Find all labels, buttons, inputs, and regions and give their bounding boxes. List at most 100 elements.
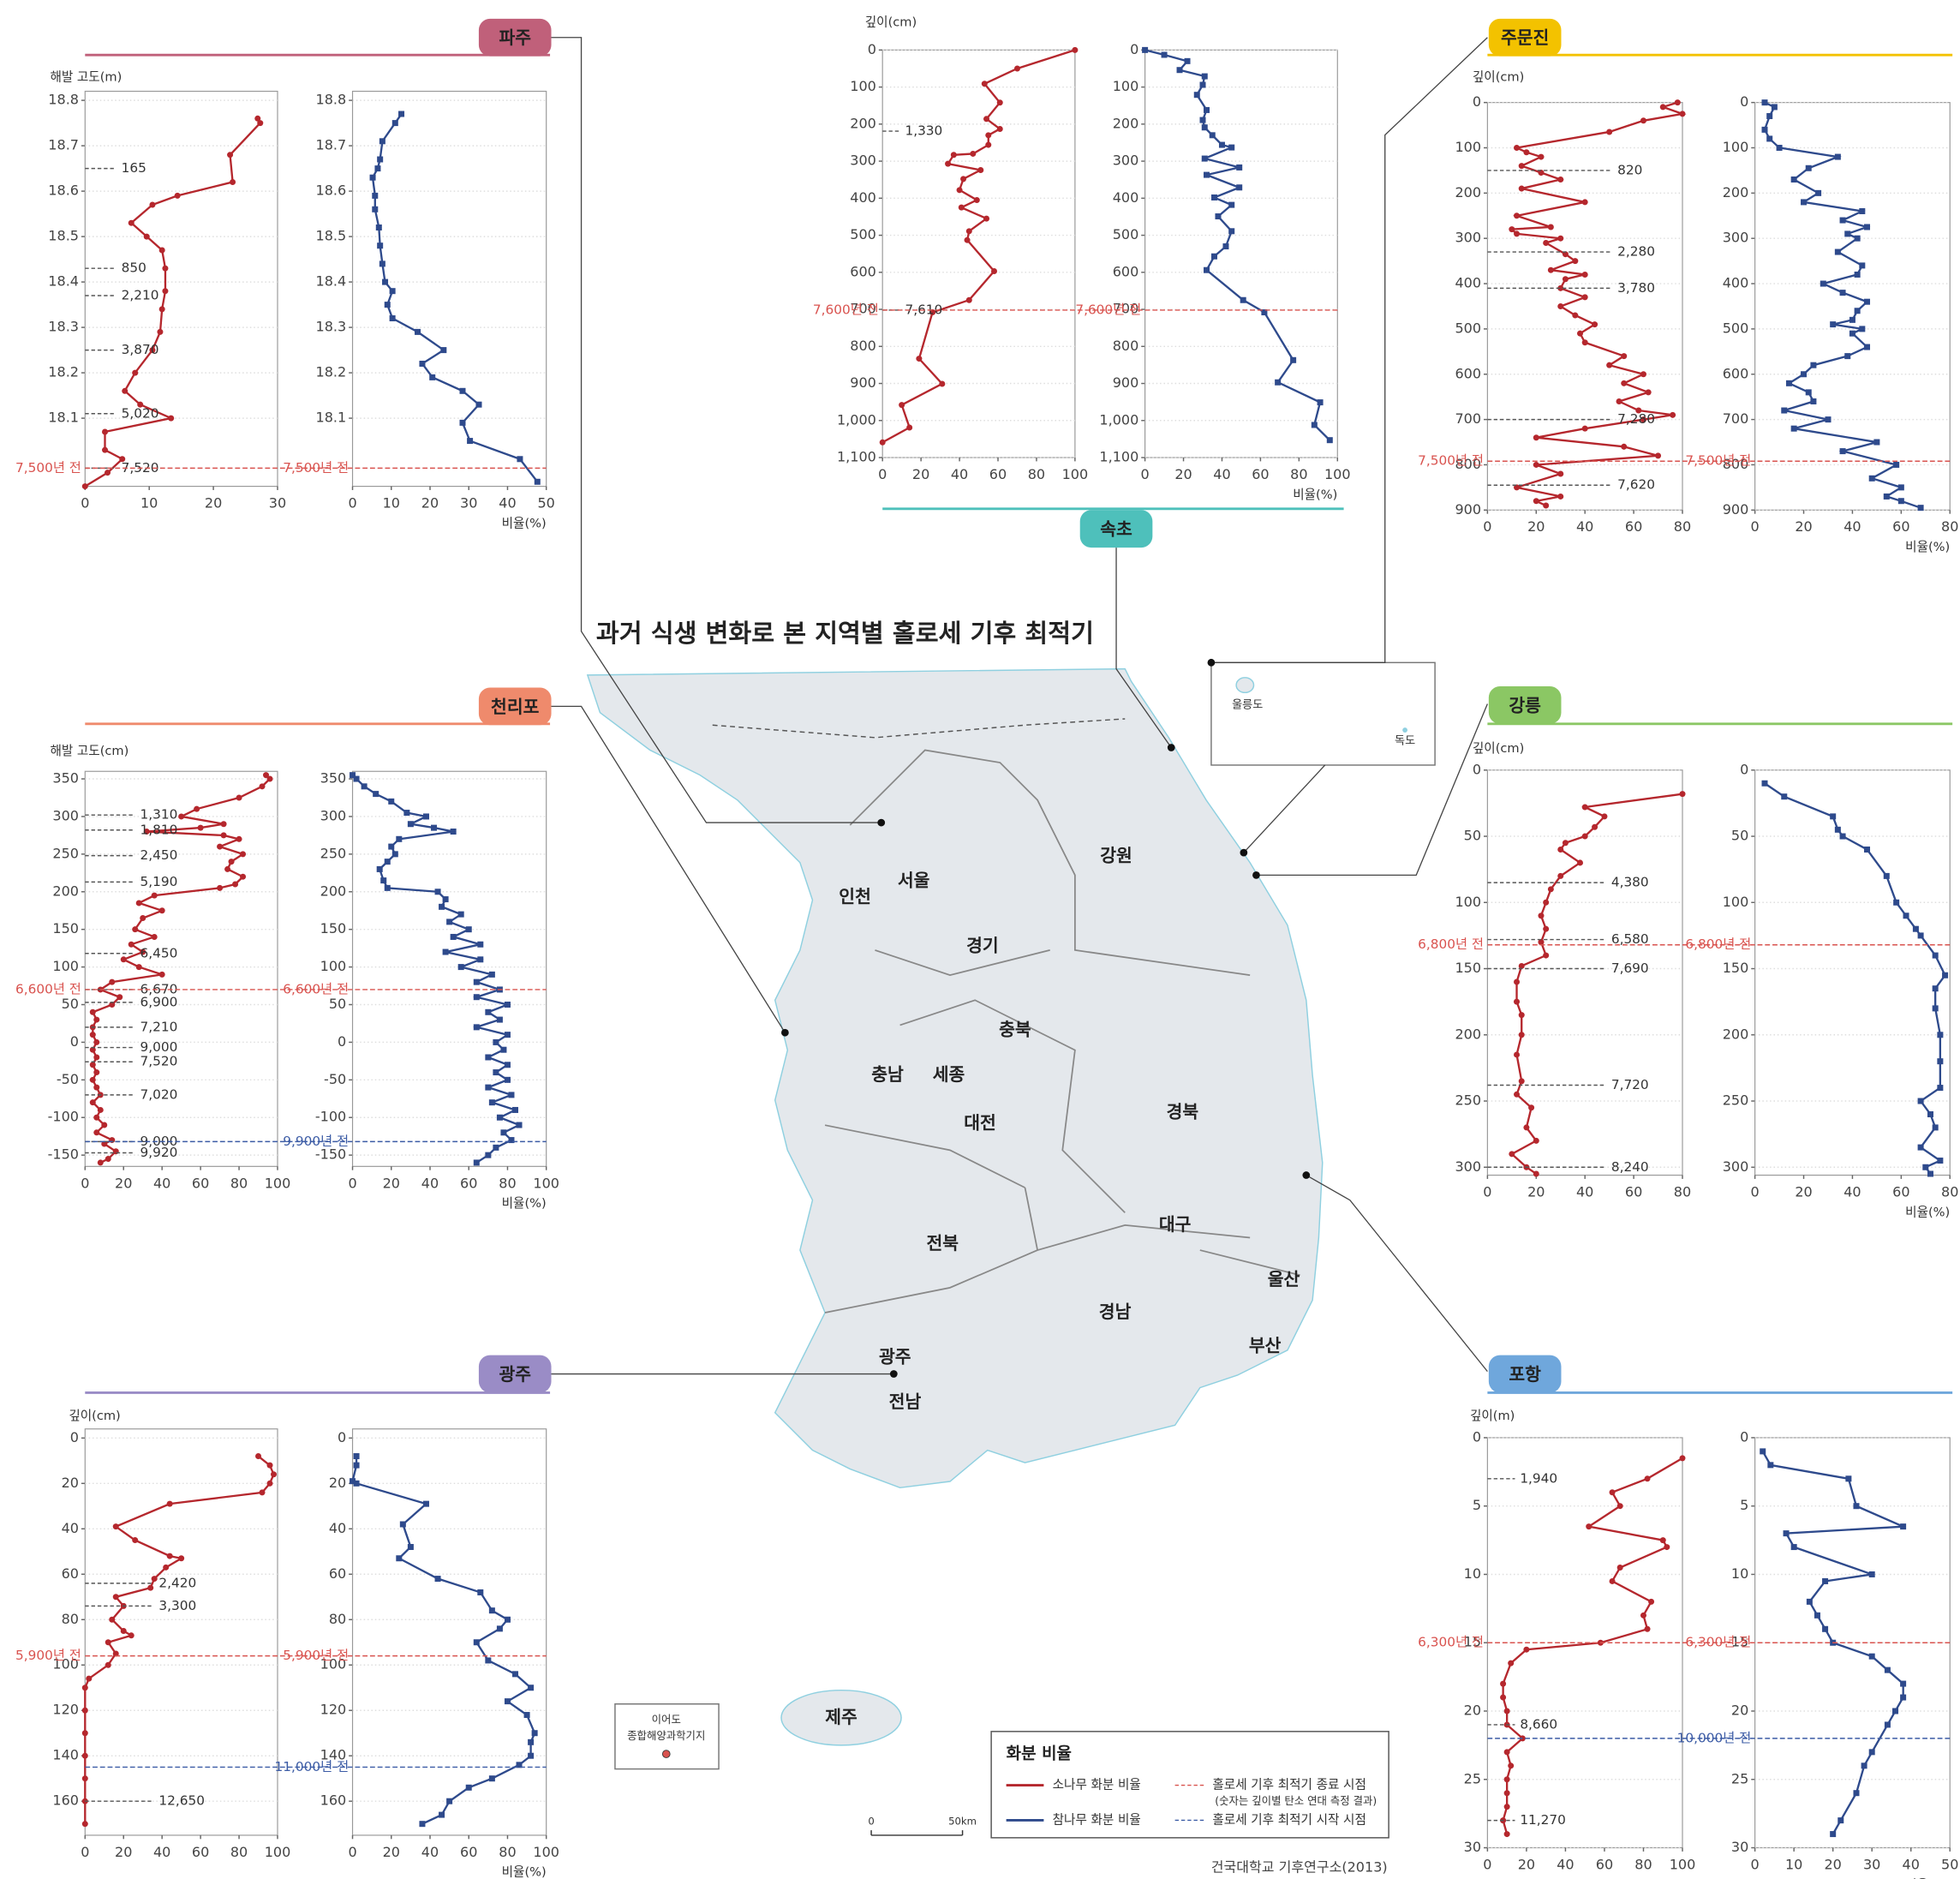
y-tick-label: 400 [1455, 275, 1481, 291]
x-tick-label: 20 [1795, 1183, 1812, 1200]
legend-label: 홀로세 기후 최적기 시작 시점 [1212, 1812, 1365, 1827]
data-point [1202, 74, 1208, 80]
data-point [1606, 129, 1612, 135]
data-point [528, 1753, 534, 1759]
region-label: 경기 [966, 936, 999, 956]
y-tick-label: 200 [52, 883, 79, 899]
region-label: 경북 [1167, 1102, 1199, 1122]
data-point [439, 904, 445, 910]
y-tick-label: 350 [320, 770, 347, 787]
region-label: 대구 [1159, 1214, 1192, 1235]
data-point [1572, 258, 1578, 264]
data-point [1072, 47, 1078, 53]
data-point [485, 1054, 491, 1060]
site-dot [1302, 1171, 1310, 1179]
data-point [1898, 484, 1904, 490]
y-tick-label: 60 [62, 1565, 79, 1582]
x-tick-label: 0 [81, 1175, 89, 1191]
y-tick-label: -50 [57, 1071, 79, 1087]
data-point [221, 832, 227, 838]
data-point [983, 216, 989, 222]
data-point [128, 220, 134, 226]
x-tick-label: 100 [1062, 466, 1089, 482]
site-dot [890, 1370, 898, 1378]
data-point [1822, 1626, 1828, 1632]
data-point [93, 1115, 99, 1121]
data-point [985, 142, 991, 148]
ieodo-dot [662, 1750, 670, 1758]
data-point [1898, 498, 1904, 504]
y-tick-label: 800 [850, 338, 876, 354]
data-point [505, 1002, 511, 1008]
data-point [240, 851, 246, 857]
data-point [1810, 362, 1816, 368]
data-point [392, 851, 398, 857]
y-tick-label: 600 [1455, 365, 1481, 381]
data-point [451, 934, 457, 940]
data-point [109, 1617, 115, 1623]
series-line [1765, 783, 1945, 1174]
data-point [1838, 1817, 1843, 1823]
y-tick-label: 5 [1740, 1497, 1748, 1513]
data-point [983, 116, 989, 122]
age-label: 1,330 [905, 123, 942, 139]
data-point [970, 151, 976, 157]
data-point [105, 1662, 111, 1668]
data-point [82, 1730, 88, 1736]
data-point [1937, 1058, 1943, 1064]
x-tick-label: 60 [1625, 1183, 1642, 1200]
series-line [85, 1457, 273, 1824]
data-point [1557, 303, 1563, 309]
data-point [1640, 117, 1646, 123]
age-label: 5,020 [122, 405, 159, 421]
plot-frame [85, 92, 278, 487]
data-point [377, 866, 383, 872]
data-point [1592, 824, 1598, 830]
y-tick-label: 1,100 [837, 449, 876, 465]
data-point [1784, 1530, 1790, 1536]
data-point [93, 1017, 99, 1023]
series-line [93, 775, 270, 1163]
data-point [1933, 1124, 1939, 1130]
x-axis-label: 비율(%) [502, 1196, 547, 1211]
y-tick-label: 100 [1455, 139, 1481, 155]
data-point [230, 179, 236, 185]
y-tick-label: 500 [1113, 226, 1139, 242]
data-point [1762, 781, 1768, 787]
data-point [500, 1129, 506, 1135]
data-point [82, 1821, 88, 1827]
data-point [1592, 321, 1598, 327]
data-point [390, 288, 396, 294]
data-point [451, 829, 457, 835]
data-point [1937, 1158, 1943, 1164]
end-label: 6,300년 전 [1685, 1635, 1751, 1650]
leader-line [1306, 1176, 1488, 1372]
data-point [1855, 272, 1861, 278]
data-point [388, 799, 394, 805]
age-label: 7,210 [140, 1019, 177, 1034]
end-label: 7,500년 전 [283, 460, 349, 476]
data-point [1572, 313, 1578, 319]
data-point [1645, 1475, 1651, 1481]
data-point [1937, 1032, 1943, 1038]
x-tick-label: 0 [1483, 1856, 1491, 1872]
data-point [162, 288, 168, 294]
data-point [1533, 498, 1539, 504]
x-tick-label: 20 [1824, 1856, 1841, 1872]
legend-label: 참나무 화분 비율 [1053, 1812, 1141, 1827]
site-chart: 속초깊이(cm)비율(%)010020030040050060070080090… [813, 15, 1351, 548]
data-point [1869, 1749, 1875, 1755]
legend-label: 소나무 화분 비율 [1053, 1778, 1141, 1792]
x-tick-label: 40 [153, 1175, 170, 1191]
y-tick-label: 800 [1113, 338, 1139, 354]
data-point [82, 1685, 88, 1691]
data-point [121, 956, 127, 962]
data-point [376, 224, 382, 230]
data-point [431, 825, 437, 831]
data-point [467, 438, 473, 444]
data-point [1660, 104, 1666, 110]
data-point [227, 152, 233, 158]
data-point [1538, 154, 1544, 160]
data-point [1853, 1503, 1859, 1509]
data-point [1937, 1085, 1943, 1091]
